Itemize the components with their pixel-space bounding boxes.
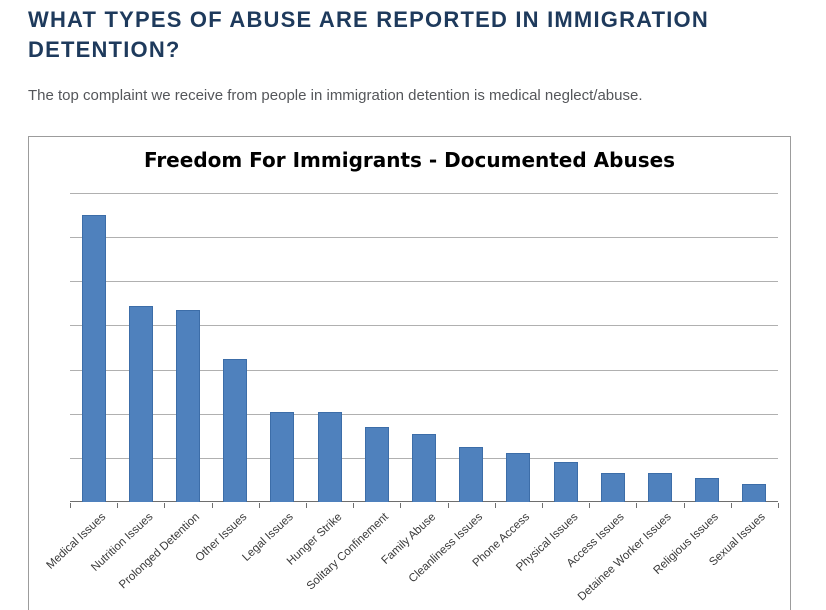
page-title-line-1: WHAT TYPES OF ABUSE ARE REPORTED IN IMMI… [28, 7, 709, 32]
gridline [70, 369, 778, 371]
gridline [70, 413, 778, 415]
axis-tick [353, 503, 355, 508]
gridline [70, 193, 778, 194]
axis-tick [117, 503, 119, 508]
axis-tick [164, 503, 166, 508]
bar [506, 453, 531, 502]
bar [600, 473, 625, 502]
bar [695, 477, 720, 502]
bar [459, 446, 484, 502]
page-title: WHAT TYPES OF ABUSE ARE REPORTED IN IMMI… [28, 5, 788, 65]
bar [270, 411, 295, 502]
axis-tick [306, 503, 307, 508]
x-axis-label: Detainee Worker Issues [575, 511, 674, 604]
bar [412, 433, 436, 502]
bar-chart: Freedom For Immigrants - Documented Abus… [28, 136, 791, 610]
x-axis-label: Solitary Confinement [304, 511, 391, 593]
axis-tick [636, 503, 638, 508]
axis-tick [589, 503, 591, 508]
bar [742, 484, 767, 502]
gridline [70, 237, 778, 239]
chart-title: Freedom For Immigrants - Documented Abus… [143, 148, 676, 172]
axis-tick [778, 503, 779, 508]
bar [317, 411, 342, 502]
bar [553, 462, 578, 502]
bar [128, 305, 153, 502]
page-subtitle: The top complaint we receive from people… [28, 87, 643, 104]
bar [176, 309, 200, 502]
axis-tick [730, 503, 732, 508]
axis-tick [70, 503, 71, 508]
bar [81, 215, 106, 502]
bar [364, 426, 389, 502]
x-axis-label: Prolonged Detention [117, 511, 203, 592]
axis-tick [258, 503, 260, 508]
axis-tick [542, 503, 543, 508]
gridline [70, 325, 778, 327]
axis-tick [447, 503, 449, 508]
axis-tick [211, 503, 213, 508]
gridline [70, 281, 778, 283]
axis-tick [400, 503, 402, 508]
bar [648, 473, 672, 502]
bar [223, 358, 248, 502]
chart-plot-area [70, 193, 778, 502]
page-title-line-2: DETENTION? [28, 37, 181, 62]
axis-tick [494, 503, 496, 508]
axis-tick [683, 503, 685, 508]
